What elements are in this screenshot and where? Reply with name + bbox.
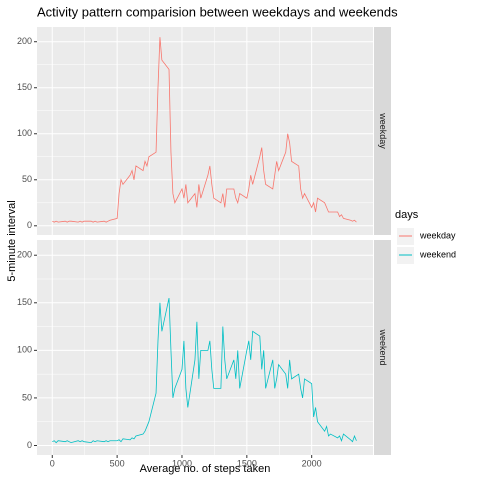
y-tick-label: 100 (17, 345, 32, 355)
y-axis-label: 5-minute interval (6, 200, 18, 281)
x-tick-label: 1000 (172, 458, 192, 468)
y-tick-label: 150 (17, 82, 32, 92)
x-tick-label: 0 (50, 458, 55, 468)
y-tick-label: 150 (17, 297, 32, 307)
strip (374, 27, 391, 235)
chart-title: Activity pattern comparision between wee… (37, 4, 398, 19)
y-tick-label: 0 (27, 220, 32, 230)
x-tick-label: 2000 (302, 458, 322, 468)
legend-label: weekday (419, 230, 456, 240)
panel (37, 240, 373, 455)
strip (374, 240, 391, 455)
legend-label: weekend (419, 249, 456, 259)
y-tick-label: 200 (17, 36, 32, 46)
line (52, 297, 357, 444)
strip-label: weekend (378, 328, 388, 365)
y-tick-label: 50 (22, 392, 32, 402)
panel (37, 27, 373, 235)
x-tick-label: 1500 (237, 458, 257, 468)
y-tick-label: 50 (22, 174, 32, 184)
x-axis-label: Average no. of steps taken (140, 463, 271, 475)
legend-title: days (395, 209, 419, 221)
x-tick-label: 500 (110, 458, 125, 468)
strip-label: weekday (378, 112, 388, 149)
y-tick-label: 100 (17, 128, 32, 138)
line (52, 37, 357, 223)
y-tick-label: 200 (17, 250, 32, 260)
y-tick-label: 0 (27, 440, 32, 450)
